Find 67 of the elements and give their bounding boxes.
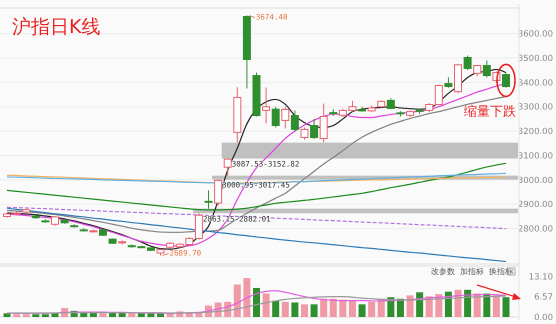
text: 沪指日K线 <box>12 16 100 38</box>
candlestick <box>310 118 318 140</box>
candlestick <box>281 106 290 129</box>
annotation: 改参数 <box>431 267 455 276</box>
bar <box>444 292 452 317</box>
annotation: 加指标 <box>460 267 484 276</box>
bar <box>291 302 298 317</box>
bar <box>272 300 280 317</box>
y-tick-label: 6.57 <box>534 292 553 303</box>
bar <box>406 295 414 317</box>
candlestick <box>502 72 510 88</box>
candlestick <box>272 106 280 128</box>
bar <box>358 304 366 317</box>
candlestick <box>224 158 232 176</box>
bar <box>262 294 270 317</box>
line-series <box>6 208 507 262</box>
bar <box>243 278 250 317</box>
bar <box>13 314 20 317</box>
bar <box>502 297 510 317</box>
line-series <box>6 295 507 314</box>
y-tick-label: 3000.00 <box>518 176 553 186</box>
bar <box>42 314 49 317</box>
bar <box>22 314 30 317</box>
y-tick-label: 3100.00 <box>518 151 553 162</box>
candlestick <box>444 76 452 88</box>
candlestick <box>300 126 308 140</box>
y-tick-label: 3600.00 <box>518 30 553 40</box>
candlestick <box>464 55 472 71</box>
bar <box>138 313 145 317</box>
candlestick <box>434 84 443 106</box>
candlestick <box>482 60 491 78</box>
y-tick-label: 2800.00 <box>518 224 553 235</box>
bar <box>300 304 308 317</box>
bar <box>234 284 241 317</box>
candlestick <box>204 190 213 210</box>
candlestick <box>214 179 222 206</box>
bar <box>416 292 424 317</box>
y-tick-label: 3400.00 <box>518 78 553 88</box>
line-series <box>6 206 507 230</box>
bar <box>339 300 346 317</box>
bar <box>32 314 40 317</box>
bar <box>330 298 337 317</box>
bar <box>310 304 318 317</box>
bar <box>147 313 154 317</box>
candlestick <box>290 110 299 132</box>
y-tick-label: 2900.00 <box>518 200 553 210</box>
y-tick-label: 0.00 <box>534 312 553 323</box>
bar <box>454 290 462 317</box>
bar <box>128 313 136 317</box>
bar <box>99 313 106 317</box>
line-series <box>6 162 507 210</box>
bar <box>348 300 356 317</box>
candlestick <box>320 103 328 143</box>
bar <box>282 302 289 317</box>
candlestick <box>425 102 434 113</box>
y-tick-label: 3200.00 <box>518 127 553 138</box>
bar <box>320 298 328 317</box>
bar <box>253 288 260 317</box>
y-tick-label: 13.10 <box>528 272 553 282</box>
bar <box>368 302 376 317</box>
y-tick-label: 3300.00 <box>518 102 553 113</box>
bar <box>464 290 472 317</box>
y-tick-label: 3500.00 <box>518 54 553 64</box>
candlestick <box>262 86 270 124</box>
candlestick <box>50 215 59 226</box>
annotation: 缩量下跌 <box>464 104 516 120</box>
bar <box>492 295 500 317</box>
